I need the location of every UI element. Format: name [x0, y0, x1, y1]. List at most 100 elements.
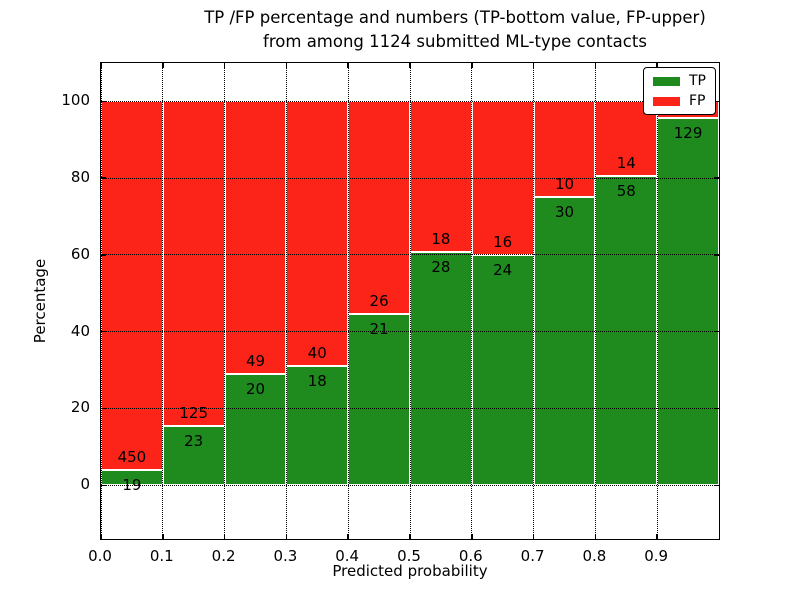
bar-tp-count-label: 58: [616, 182, 636, 201]
bar-tp-count-label: 20: [245, 379, 266, 398]
x-tick-label: 0.2: [211, 547, 236, 565]
y-tick-label: 0: [80, 475, 90, 494]
chart-title-line2: from among 1124 submitted ML-type contac…: [263, 32, 647, 51]
gridline-vertical: [162, 63, 164, 539]
x-tick-mark: [347, 534, 349, 539]
chart-title-line1: TP /FP percentage and numbers (TP-bottom…: [204, 8, 706, 27]
y-tick-mark: [714, 484, 719, 486]
x-tick-mark: [223, 534, 226, 539]
x-tick-mark: [471, 63, 473, 68]
y-tick-mark: [101, 484, 106, 486]
x-tick-mark: [532, 63, 535, 68]
gridline-vertical: [347, 63, 349, 539]
bar-fp-segment: [101, 101, 163, 470]
gridline-horizontal: [101, 177, 719, 179]
bar-tp-segment: [224, 373, 287, 486]
bar-fp-count-label: 125: [179, 403, 209, 422]
legend-label: FP: [689, 93, 706, 109]
plot-area: 4501912523492040182621182816241030145861…: [100, 62, 720, 540]
bar-tp-count-label: 30: [554, 203, 575, 222]
bar-fp-count-label: 14: [616, 154, 636, 173]
x-tick-mark: [594, 63, 597, 68]
x-tick-label: 0.0: [88, 547, 112, 565]
x-axis-label: Predicted probability: [332, 562, 488, 580]
x-tick-label: 0.7: [520, 547, 545, 565]
x-tick-label: 0.6: [458, 547, 483, 565]
bar-tp-segment: [533, 197, 596, 486]
x-tick-mark: [223, 63, 226, 68]
gridline-vertical: [224, 63, 226, 539]
legend-label: TP: [689, 73, 706, 89]
legend-entry-fp: FP: [653, 94, 706, 108]
x-tick-mark: [285, 63, 288, 68]
x-tick-mark: [100, 534, 102, 539]
x-tick-label: 0.1: [149, 547, 174, 565]
y-tick-mark: [101, 177, 106, 179]
x-tick-mark: [162, 534, 164, 539]
y-tick-mark: [101, 254, 106, 256]
y-tick-label: 20: [70, 398, 90, 417]
bar-tp-count-label: 129: [673, 124, 703, 143]
bar-tp-count-label: 24: [493, 260, 513, 279]
x-tick-mark: [409, 63, 411, 68]
bar-fp-count-label: 26: [369, 291, 389, 310]
gridline-vertical: [471, 63, 473, 539]
y-tick-mark: [714, 330, 719, 333]
gridline-vertical: [594, 63, 596, 539]
legend: TP FP: [643, 67, 716, 115]
legend-entry-tp: TP: [653, 74, 706, 88]
bar-tp-segment: [162, 425, 225, 486]
bar-fp-segment: [348, 101, 410, 314]
bar-tp-count-label: 18: [307, 372, 327, 391]
bar-tp-segment: [348, 313, 410, 486]
gridline-horizontal: [101, 100, 719, 102]
bar-fp-count-label: 49: [245, 351, 266, 370]
gridline-horizontal: [101, 484, 719, 486]
gridline-horizontal: [101, 407, 719, 409]
y-tick-label: 80: [70, 168, 90, 187]
x-tick-label: 0.3: [273, 547, 298, 565]
x-tick-mark: [100, 63, 102, 68]
bar-tp-segment: [410, 251, 472, 486]
gridline-vertical: [533, 63, 535, 539]
gridline-horizontal: [101, 331, 719, 333]
y-tick-label: 60: [70, 244, 90, 263]
gridline-vertical: [285, 63, 287, 539]
gridline-horizontal: [101, 254, 719, 256]
gridline-vertical: [656, 63, 658, 539]
bar-fp-segment: [162, 101, 225, 426]
x-tick-mark: [162, 63, 164, 68]
x-tick-mark: [347, 63, 349, 68]
x-tick-mark: [656, 63, 658, 68]
y-tick-mark: [714, 254, 719, 256]
bar-tp-segment: [657, 118, 719, 486]
bar-fp-count-label: 16: [493, 232, 513, 251]
bar-tp-count-label: 23: [184, 431, 204, 450]
bar-tp-count-label: 28: [431, 257, 451, 276]
bar-fp-count-label: 450: [117, 447, 147, 466]
bar-tp-count-label: 21: [369, 319, 389, 338]
x-tick-label: 0.4: [335, 547, 360, 565]
bar-fp-count-label: 40: [307, 344, 327, 363]
y-tick-label: 100: [61, 91, 90, 110]
chart-title: TP /FP percentage and numbers (TP-bottom…: [204, 6, 706, 54]
x-tick-label: 0.5: [397, 547, 421, 565]
x-tick-mark: [656, 534, 658, 539]
bar-tp-count-label: 19: [122, 475, 142, 494]
y-tick-mark: [101, 100, 106, 103]
y-tick-mark: [714, 407, 719, 410]
y-tick-mark: [714, 100, 719, 103]
x-tick-label: 0.8: [582, 547, 607, 565]
y-tick-label: 40: [70, 321, 90, 340]
bar-fp-segment: [224, 101, 287, 374]
x-tick-mark: [532, 534, 535, 539]
x-tick-label: 0.9: [644, 547, 669, 565]
bar-fp-count-label: 18: [431, 229, 451, 248]
bar-fp-count-label: 10: [554, 175, 575, 194]
x-tick-mark: [471, 534, 473, 539]
bar-tp-segment: [471, 254, 534, 486]
y-tick-mark: [714, 177, 719, 179]
legend-swatch-tp-icon: [653, 76, 680, 86]
x-tick-mark: [409, 534, 411, 539]
